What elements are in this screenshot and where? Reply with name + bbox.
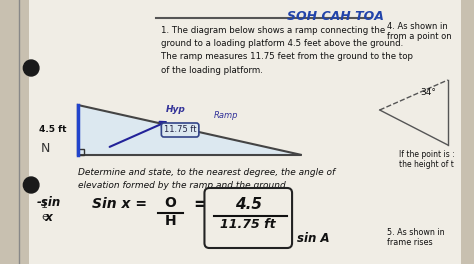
FancyBboxPatch shape bbox=[204, 188, 292, 248]
Text: 1
e: 1 e bbox=[41, 200, 48, 221]
Circle shape bbox=[23, 60, 39, 76]
Polygon shape bbox=[78, 105, 302, 155]
Text: If the point is :
the height of t: If the point is : the height of t bbox=[399, 150, 455, 169]
Text: 4. As shown in
from a point on: 4. As shown in from a point on bbox=[387, 22, 452, 41]
Bar bbox=[370, 0, 462, 264]
Text: Ramp: Ramp bbox=[214, 111, 239, 120]
Text: 11.75 ft: 11.75 ft bbox=[220, 218, 276, 231]
Bar bbox=[29, 0, 409, 264]
Text: 1. The diagram below shows a ramp connecting the
ground to a loading platform 4.: 1. The diagram below shows a ramp connec… bbox=[161, 26, 413, 75]
Text: sin A: sin A bbox=[297, 232, 329, 245]
Text: 11.75 ft: 11.75 ft bbox=[164, 125, 196, 134]
Text: N: N bbox=[41, 142, 50, 155]
Text: H: H bbox=[164, 214, 176, 228]
Text: 4.5: 4.5 bbox=[235, 197, 262, 212]
Bar bbox=[78, 149, 84, 155]
Text: Hyp: Hyp bbox=[165, 106, 185, 115]
Text: SOH CAH TOA: SOH CAH TOA bbox=[287, 10, 384, 23]
Text: 34°: 34° bbox=[420, 88, 437, 97]
Text: O: O bbox=[164, 196, 176, 210]
Text: Sin x =: Sin x = bbox=[92, 197, 147, 211]
Text: 4.5 ft: 4.5 ft bbox=[39, 125, 66, 134]
Text: =: = bbox=[193, 196, 207, 214]
Text: -sin
  x: -sin x bbox=[37, 196, 61, 224]
Circle shape bbox=[23, 177, 39, 193]
Text: 5. As shown in
frame rises: 5. As shown in frame rises bbox=[387, 228, 445, 247]
Text: Determine and state, to the nearest degree, the angle of
elevation formed by the: Determine and state, to the nearest degr… bbox=[78, 168, 335, 190]
